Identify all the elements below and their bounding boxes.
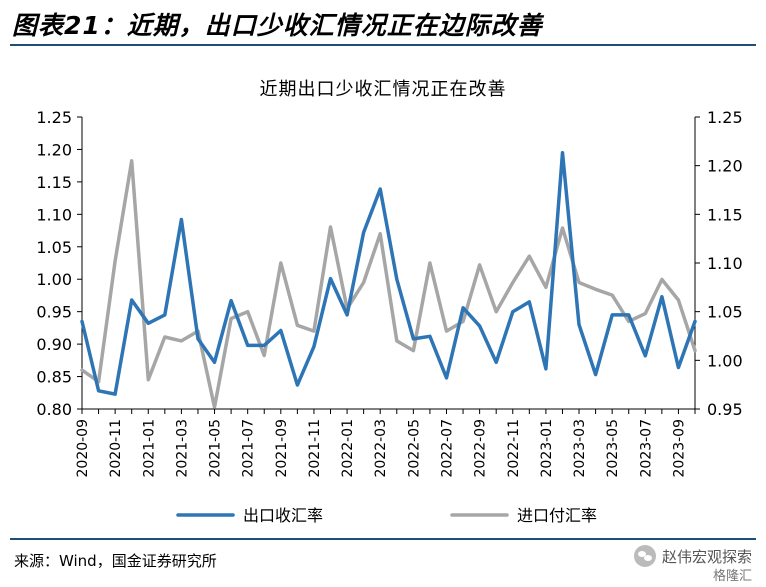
- left-tick-label: 1.00: [36, 270, 72, 289]
- title-rule: [10, 44, 756, 46]
- series-line-2: [80, 159, 697, 409]
- left-tick-label: 1.20: [36, 140, 72, 159]
- right-tick-label: 1.05: [707, 303, 743, 322]
- chart-container: 近期出口少收汇情况正在改善 0.80 0.85 0.90 0.95 1.00 1.05 1.…: [0, 52, 766, 537]
- source-note: 来源：Wind，国金证券研究所: [14, 552, 217, 570]
- axes: 0.80 0.85 0.90 0.95 1.00 1.05 1.10 1.15 1.20 1.25…: [36, 108, 742, 478]
- x-tick-label: 2023-09: [671, 419, 687, 478]
- chart-title: 近期出口少收汇情况正在改善: [260, 79, 507, 100]
- legend-label-1: 出口收汇率: [243, 506, 323, 525]
- left-tick-label: 1.10: [36, 205, 72, 224]
- left-tick-label: 0.90: [36, 335, 72, 354]
- left-tick-label: 1.05: [36, 238, 72, 257]
- x-tick-label: 2022-05: [406, 419, 422, 478]
- right-tick-label: 1.25: [707, 108, 743, 127]
- x-tick-label: 2021-01: [141, 419, 157, 478]
- x-tick-label: 2021-03: [174, 419, 190, 478]
- left-tick-label: 1.25: [36, 108, 72, 127]
- x-tick-label: 2023-07: [638, 419, 654, 478]
- right-tick-label: 1.10: [707, 254, 743, 273]
- watermark: 赵伟宏观探索: [633, 545, 752, 567]
- watermark-sub: 格隆汇: [712, 569, 752, 584]
- x-tick-label: 2022-07: [439, 419, 455, 478]
- x-tick-label: 2021-11: [307, 419, 323, 478]
- right-tick-label: 1.00: [707, 351, 743, 370]
- legend: 出口收汇率 进口付汇率: [176, 506, 597, 525]
- x-tick-label: 2022-11: [506, 419, 522, 478]
- left-tick-label: 0.80: [36, 400, 72, 419]
- x-tick-label: 2020-09: [75, 419, 91, 478]
- x-tick-label: 2020-11: [108, 419, 124, 478]
- x-tick-label: 2022-01: [340, 419, 356, 478]
- right-tick-label: 1.15: [707, 205, 743, 224]
- wechat-icon: [633, 545, 656, 567]
- x-tick-label: 2021-05: [208, 419, 224, 478]
- right-tick-label: 0.95: [707, 400, 743, 419]
- x-tick-label: 2021-07: [241, 419, 257, 478]
- x-tick-label: 2023-05: [605, 419, 621, 478]
- x-tick-label: 2023-01: [539, 419, 555, 478]
- legend-label-2: 进口付汇率: [517, 506, 597, 525]
- x-tick-label: 2022-03: [373, 419, 389, 478]
- x-tick-label: 2021-09: [274, 419, 290, 478]
- x-tick-label: 2023-03: [572, 419, 588, 478]
- right-tick-label: 1.20: [707, 157, 743, 176]
- figure-title: 图表21：近期，出口少收汇情况正在边际改善: [12, 11, 543, 40]
- line-chart: 近期出口少收汇情况正在改善 0.80 0.85 0.90 0.95 1.00 1.05 1.…: [36, 79, 742, 525]
- source-rule: [10, 538, 756, 540]
- watermark-text: 赵伟宏观探索: [661, 547, 752, 566]
- series-line-1: [80, 150, 697, 396]
- x-tick-label: 2022-09: [473, 419, 489, 478]
- left-tick-label: 0.85: [36, 368, 72, 387]
- left-tick-label: 1.15: [36, 173, 72, 192]
- left-tick-label: 0.95: [36, 303, 72, 322]
- series-lines: [80, 150, 697, 409]
